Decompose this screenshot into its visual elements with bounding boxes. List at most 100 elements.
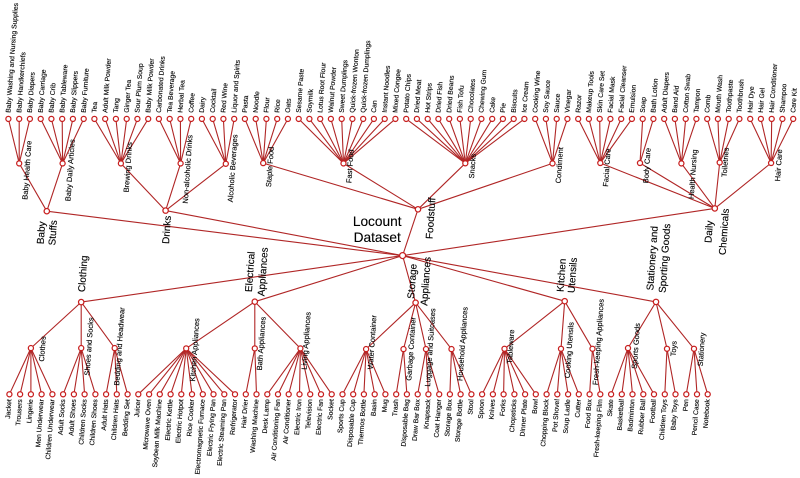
svg-text:Snacks: Snacks: [467, 153, 478, 178]
svg-text:Rice: Rice: [274, 99, 282, 113]
svg-text:Men Underwear: Men Underwear: [35, 398, 45, 447]
svg-text:Electric Fan: Electric Fan: [316, 399, 326, 436]
svg-text:Sports Goods: Sports Goods: [630, 322, 642, 369]
svg-text:Kitchen: Kitchen: [556, 258, 569, 292]
svg-text:Television: Television: [305, 399, 314, 429]
svg-text:Draw Bar Box: Draw Bar Box: [412, 398, 422, 441]
svg-text:Baby: Baby: [36, 221, 49, 245]
svg-text:Toiletries: Toiletries: [720, 147, 731, 177]
svg-text:Forks: Forks: [499, 398, 507, 416]
svg-text:Biscuits: Biscuits: [511, 89, 520, 113]
svg-text:Tampon: Tampon: [693, 88, 702, 113]
svg-text:Electric Iron: Electric Iron: [294, 399, 304, 436]
svg-text:Chopsticks: Chopsticks: [509, 398, 518, 432]
svg-text:Hair Gel: Hair Gel: [758, 87, 767, 113]
svg-text:Utensils: Utensils: [566, 257, 579, 293]
svg-text:Soup Ladle: Soup Ladle: [563, 399, 572, 434]
svg-text:Adult Socks: Adult Socks: [58, 398, 68, 435]
svg-text:Soybean Milk Machine: Soybean Milk Machine: [152, 399, 164, 468]
svg-text:Sour Plum Soup: Sour Plum Soup: [134, 63, 144, 113]
svg-text:Adult Diapers: Adult Diapers: [661, 71, 671, 113]
svg-text:Soymilk: Soymilk: [306, 88, 315, 113]
svg-text:Football: Football: [649, 398, 658, 423]
svg-text:Children Toys: Children Toys: [659, 398, 669, 440]
svg-text:Knives: Knives: [488, 398, 496, 419]
svg-text:Skin Care Set: Skin Care Set: [597, 71, 607, 113]
svg-text:Washing Machine: Washing Machine: [250, 399, 261, 453]
svg-text:Badminton: Badminton: [627, 399, 636, 432]
svg-text:Liquor and Spirits: Liquor and Spirits: [231, 59, 242, 113]
svg-text:Desk Lamp: Desk Lamp: [262, 399, 271, 434]
svg-text:Electric Kettle: Electric Kettle: [165, 399, 175, 441]
svg-text:Fast Food: Fast Food: [344, 149, 355, 183]
svg-text:Tea: Tea: [91, 101, 99, 113]
svg-text:Bath Appliances: Bath Appliances: [255, 316, 268, 371]
svg-text:Stationery and: Stationery and: [645, 226, 660, 291]
svg-text:Rice Cooker: Rice Cooker: [186, 398, 196, 437]
svg-text:Sweet Dumplings: Sweet Dumplings: [339, 59, 350, 113]
svg-text:Chopping Block: Chopping Block: [540, 398, 550, 447]
svg-text:Brewing Drinks: Brewing Drinks: [122, 142, 135, 193]
svg-text:Adult Shoes: Adult Shoes: [68, 398, 78, 436]
svg-text:Care Kit: Care Kit: [790, 88, 799, 113]
svg-text:Cooking Utensils: Cooking Utensils: [563, 321, 576, 378]
svg-text:Toothbrush: Toothbrush: [736, 79, 745, 113]
svg-text:Bath Lotion: Bath Lotion: [650, 78, 659, 113]
svg-text:Mixed Congee: Mixed Congee: [392, 69, 402, 113]
svg-text:Red Wine: Red Wine: [220, 83, 229, 113]
svg-text:Bedding Set: Bedding Set: [122, 399, 132, 437]
svg-text:Adult Hats: Adult Hats: [101, 398, 110, 430]
svg-text:Baby Diapers: Baby Diapers: [27, 71, 37, 113]
svg-text:Pen: Pen: [682, 399, 690, 412]
svg-text:Lingerie: Lingerie: [26, 399, 35, 424]
svg-text:Spoon: Spoon: [478, 399, 486, 419]
svg-text:Cocktail: Cocktail: [210, 88, 219, 113]
svg-text:Chewing Gum: Chewing Gum: [478, 69, 488, 113]
svg-text:Mug: Mug: [381, 399, 389, 413]
svg-text:Clothing: Clothing: [77, 255, 91, 292]
svg-text:Socket: Socket: [327, 399, 335, 420]
svg-text:Appliances: Appliances: [419, 257, 433, 307]
svg-text:Oats: Oats: [285, 98, 293, 113]
svg-text:Comb: Comb: [704, 94, 712, 113]
svg-text:Stationery: Stationery: [696, 332, 707, 367]
svg-text:Children Hats: Children Hats: [111, 398, 121, 440]
svg-text:Storage Bottle: Storage Bottle: [455, 399, 465, 443]
svg-text:Foodstuff: Foodstuff: [425, 197, 439, 239]
svg-text:Dinner Plate: Dinner Plate: [520, 399, 530, 437]
svg-text:Fish Tofu: Fish Tofu: [457, 85, 466, 113]
svg-text:Ginger Tea: Ginger Tea: [124, 79, 133, 113]
svg-text:Hair Drier: Hair Drier: [241, 398, 250, 428]
svg-text:Mouth Wash: Mouth Wash: [715, 75, 725, 114]
svg-text:Juicer: Juicer: [134, 398, 142, 417]
svg-text:Herbal Tea: Herbal Tea: [177, 80, 186, 113]
svg-text:Cooking Wine: Cooking Wine: [532, 70, 542, 113]
svg-text:Knapsack: Knapsack: [423, 398, 432, 429]
svg-text:Soap: Soap: [640, 96, 648, 113]
svg-text:Pencil Case: Pencil Case: [691, 399, 701, 436]
svg-text:Children Shoes: Children Shoes: [89, 398, 99, 445]
svg-text:Chocolates: Chocolates: [468, 78, 477, 113]
svg-text:Noodle: Noodle: [253, 91, 262, 113]
svg-text:Carbonated Drinks: Carbonated Drinks: [156, 55, 167, 113]
svg-text:Children Socks: Children Socks: [78, 398, 88, 445]
svg-text:Kitchen Appliances: Kitchen Appliances: [188, 318, 201, 382]
svg-text:Baby Handkerchiefs: Baby Handkerchiefs: [16, 51, 27, 113]
svg-text:Sports Cup: Sports Cup: [337, 399, 346, 434]
svg-text:Clothes: Clothes: [37, 336, 48, 362]
svg-text:Air Conditioner: Air Conditioner: [283, 398, 293, 444]
svg-text:Baby Carriage: Baby Carriage: [38, 69, 48, 113]
svg-text:Emulsion: Emulsion: [629, 84, 638, 113]
svg-text:Band Aid: Band Aid: [672, 85, 681, 113]
svg-text:Soy Sauce: Soy Sauce: [543, 80, 552, 114]
svg-text:Tableware: Tableware: [505, 329, 516, 364]
svg-text:Facial Mask: Facial Mask: [607, 76, 617, 113]
svg-text:Body Care: Body Care: [641, 148, 652, 184]
svg-text:Hair Dye: Hair Dye: [747, 86, 756, 113]
svg-text:Stuffs: Stuffs: [47, 220, 60, 246]
svg-text:Tang: Tang: [113, 98, 121, 113]
svg-text:Baby Tableware: Baby Tableware: [59, 64, 69, 113]
svg-text:Coat Hanger: Coat Hanger: [434, 398, 444, 438]
svg-text:Coffee: Coffee: [188, 92, 196, 113]
svg-text:Sauce: Sauce: [554, 93, 562, 113]
